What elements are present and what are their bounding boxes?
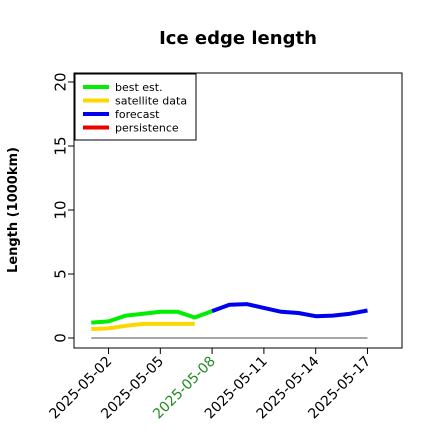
legend-label: best est. <box>115 81 163 94</box>
legend: best est.satellite dataforecastpersisten… <box>74 73 197 141</box>
legend-label: forecast <box>115 108 160 121</box>
y-tick-label: 10 <box>51 200 69 219</box>
series-line-forecast <box>211 302 368 319</box>
y-tick-label: 20 <box>51 72 69 91</box>
chart-title: Ice edge length <box>159 28 317 49</box>
y-axis-label: Length (1000km) <box>6 147 21 273</box>
series-line-satellite-data <box>91 321 195 331</box>
legend-label: persistence <box>115 121 179 134</box>
y-tick-label: 0 <box>51 333 69 343</box>
series-line-best-est- <box>91 309 213 325</box>
legend-label: satellite data <box>115 94 187 107</box>
y-tick-label: 5 <box>51 269 69 279</box>
y-tick-label: 15 <box>51 136 69 155</box>
